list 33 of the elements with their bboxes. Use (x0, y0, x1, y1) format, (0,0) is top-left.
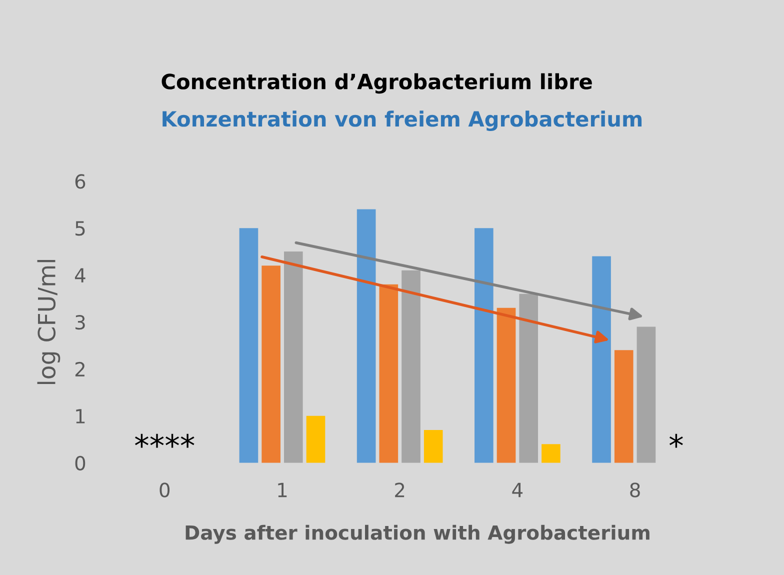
chart-title: Concentration d’Agrobacterium libre (162, 73, 592, 94)
x-tick-label: 4 (512, 482, 523, 498)
x-tick-label: 1 (278, 482, 287, 498)
bar (542, 444, 560, 463)
x-axis-title: Days after inoculation with Agrobacterium (186, 524, 650, 544)
bar (262, 266, 280, 463)
bar (284, 252, 303, 463)
y-tick-label: 6 (75, 174, 86, 189)
bar (356, 209, 376, 463)
bar (636, 326, 656, 463)
bar (519, 294, 538, 463)
y-tick-label: 0 (75, 456, 86, 471)
bar (402, 270, 420, 463)
x-tick-label: 8 (630, 482, 640, 498)
bar (592, 256, 611, 463)
bar (614, 350, 634, 463)
bar (239, 228, 258, 463)
y-tick-label: 3 (76, 314, 85, 330)
bar (306, 416, 326, 463)
y-axis-title: log CFU/ml (37, 260, 60, 384)
y-tick-label: 1 (76, 409, 85, 424)
y-tick-label: 5 (76, 221, 85, 236)
bar (424, 430, 443, 463)
bar (496, 308, 516, 463)
x-tick-label: 0 (160, 482, 170, 498)
bar (379, 284, 398, 463)
y-tick-label: 2 (75, 362, 84, 376)
chart-subtitle: Konzentration von freiem Agrobacterium (162, 110, 642, 131)
x-tick-label: 2 (395, 482, 404, 498)
bar (474, 228, 494, 463)
annotation: **** (134, 434, 194, 448)
annotation: * (669, 434, 683, 448)
y-tick-label: 4 (74, 268, 86, 282)
